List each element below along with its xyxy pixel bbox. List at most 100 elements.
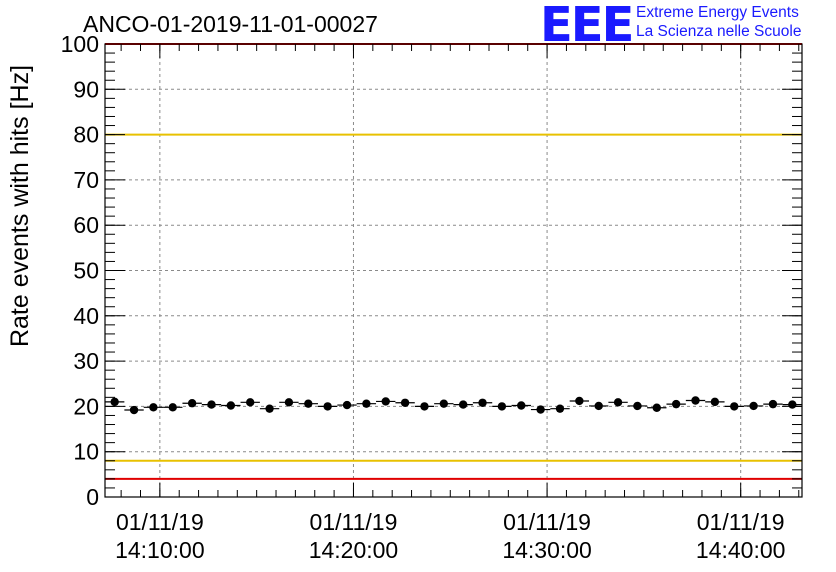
tick-labels: 010203040506070809010001/11/1914:10:0001…	[61, 31, 786, 563]
data-point	[511, 401, 531, 410]
chart-title: ANCO-01-2019-11-01-00027	[83, 11, 378, 37]
marker	[652, 403, 661, 412]
data-point	[763, 399, 783, 409]
data-point	[279, 398, 299, 407]
x-tick-label-date: 01/11/19	[116, 509, 204, 535]
marker	[381, 397, 390, 406]
y-tick-label: 90	[73, 76, 99, 102]
data-point	[530, 405, 551, 414]
data-point	[550, 404, 570, 413]
x-tick-label-time: 14:10:00	[115, 537, 205, 563]
x-tick-label-date: 01/11/19	[697, 509, 785, 535]
marker	[207, 400, 216, 409]
marker	[710, 397, 720, 407]
logo-line-2: La Scienza nelle Scuole	[636, 23, 802, 40]
data-point	[395, 398, 415, 407]
data-point	[705, 397, 725, 407]
data-point	[240, 398, 260, 407]
data-point	[472, 398, 493, 407]
marker	[749, 401, 758, 411]
marker	[594, 401, 603, 411]
marker	[788, 400, 797, 409]
y-tick-label: 80	[73, 122, 99, 148]
marker	[400, 398, 410, 407]
data-point	[414, 402, 435, 411]
y-tick-label: 20	[73, 393, 99, 419]
marker	[246, 398, 255, 407]
marker	[284, 398, 294, 407]
marker	[265, 404, 274, 413]
marker	[555, 404, 565, 413]
data-point	[627, 401, 648, 411]
marker	[633, 401, 642, 411]
marker	[187, 399, 197, 408]
marker	[304, 399, 313, 408]
marker	[226, 401, 236, 410]
data-point	[298, 399, 318, 408]
marker	[478, 398, 487, 407]
marker	[362, 399, 371, 408]
data-point	[685, 396, 706, 405]
x-tick-label-date: 01/11/19	[503, 509, 591, 535]
data-point	[743, 401, 764, 411]
marker	[671, 399, 681, 409]
marker	[110, 397, 119, 407]
grid-lines	[105, 44, 802, 497]
x-tick-label-date: 01/11/19	[310, 509, 398, 535]
data-point	[317, 402, 338, 411]
data-point	[182, 399, 202, 408]
plot-frame	[104, 43, 803, 498]
data-point	[124, 405, 144, 415]
eee-logo: EEE	[540, 0, 634, 53]
data-point	[589, 401, 609, 411]
marker	[613, 398, 623, 407]
y-tick-label: 100	[61, 31, 99, 57]
marker	[497, 402, 507, 411]
marker	[768, 399, 778, 409]
data-point	[492, 402, 512, 411]
data-point	[434, 399, 454, 408]
marker	[129, 405, 139, 415]
marker	[342, 400, 352, 410]
data-point	[376, 397, 396, 406]
data-point	[105, 397, 125, 407]
data-point	[569, 396, 590, 406]
data-point	[608, 398, 628, 407]
data-point	[201, 400, 222, 409]
y-axis-label: Rate events with hits [Hz]	[6, 65, 34, 347]
marker	[730, 402, 739, 411]
y-tick-label: 10	[73, 439, 99, 465]
marker	[149, 403, 158, 412]
marker	[420, 402, 429, 411]
marker	[517, 401, 526, 410]
y-tick-label: 60	[73, 212, 99, 238]
x-tick-label-time: 14:30:00	[502, 537, 592, 563]
reference-lines	[105, 43, 802, 480]
logo-line-1: Extreme Energy Events	[636, 4, 799, 21]
y-tick-label: 70	[73, 167, 99, 193]
data-point	[356, 399, 377, 408]
data-point	[782, 400, 802, 409]
y-tick-label: 0	[86, 484, 99, 510]
x-tick-label-time: 14:40:00	[696, 537, 786, 563]
data-point	[221, 401, 241, 410]
marker	[323, 402, 332, 411]
data-point	[647, 403, 667, 412]
marker	[439, 399, 449, 408]
y-tick-label: 50	[73, 258, 99, 284]
data-points	[105, 396, 802, 415]
data-point	[259, 404, 280, 413]
marker	[458, 400, 468, 409]
marker	[168, 403, 177, 412]
data-point	[453, 400, 473, 409]
data-point	[724, 402, 744, 411]
data-point	[666, 399, 686, 409]
y-tick-label: 30	[73, 348, 99, 374]
y-tick-label: 40	[73, 303, 99, 329]
logo-text: Extreme Energy Events La Scienza nelle S…	[636, 3, 801, 41]
marker	[575, 396, 584, 406]
data-point	[163, 403, 183, 412]
data-point	[143, 403, 164, 412]
marker	[691, 396, 700, 405]
